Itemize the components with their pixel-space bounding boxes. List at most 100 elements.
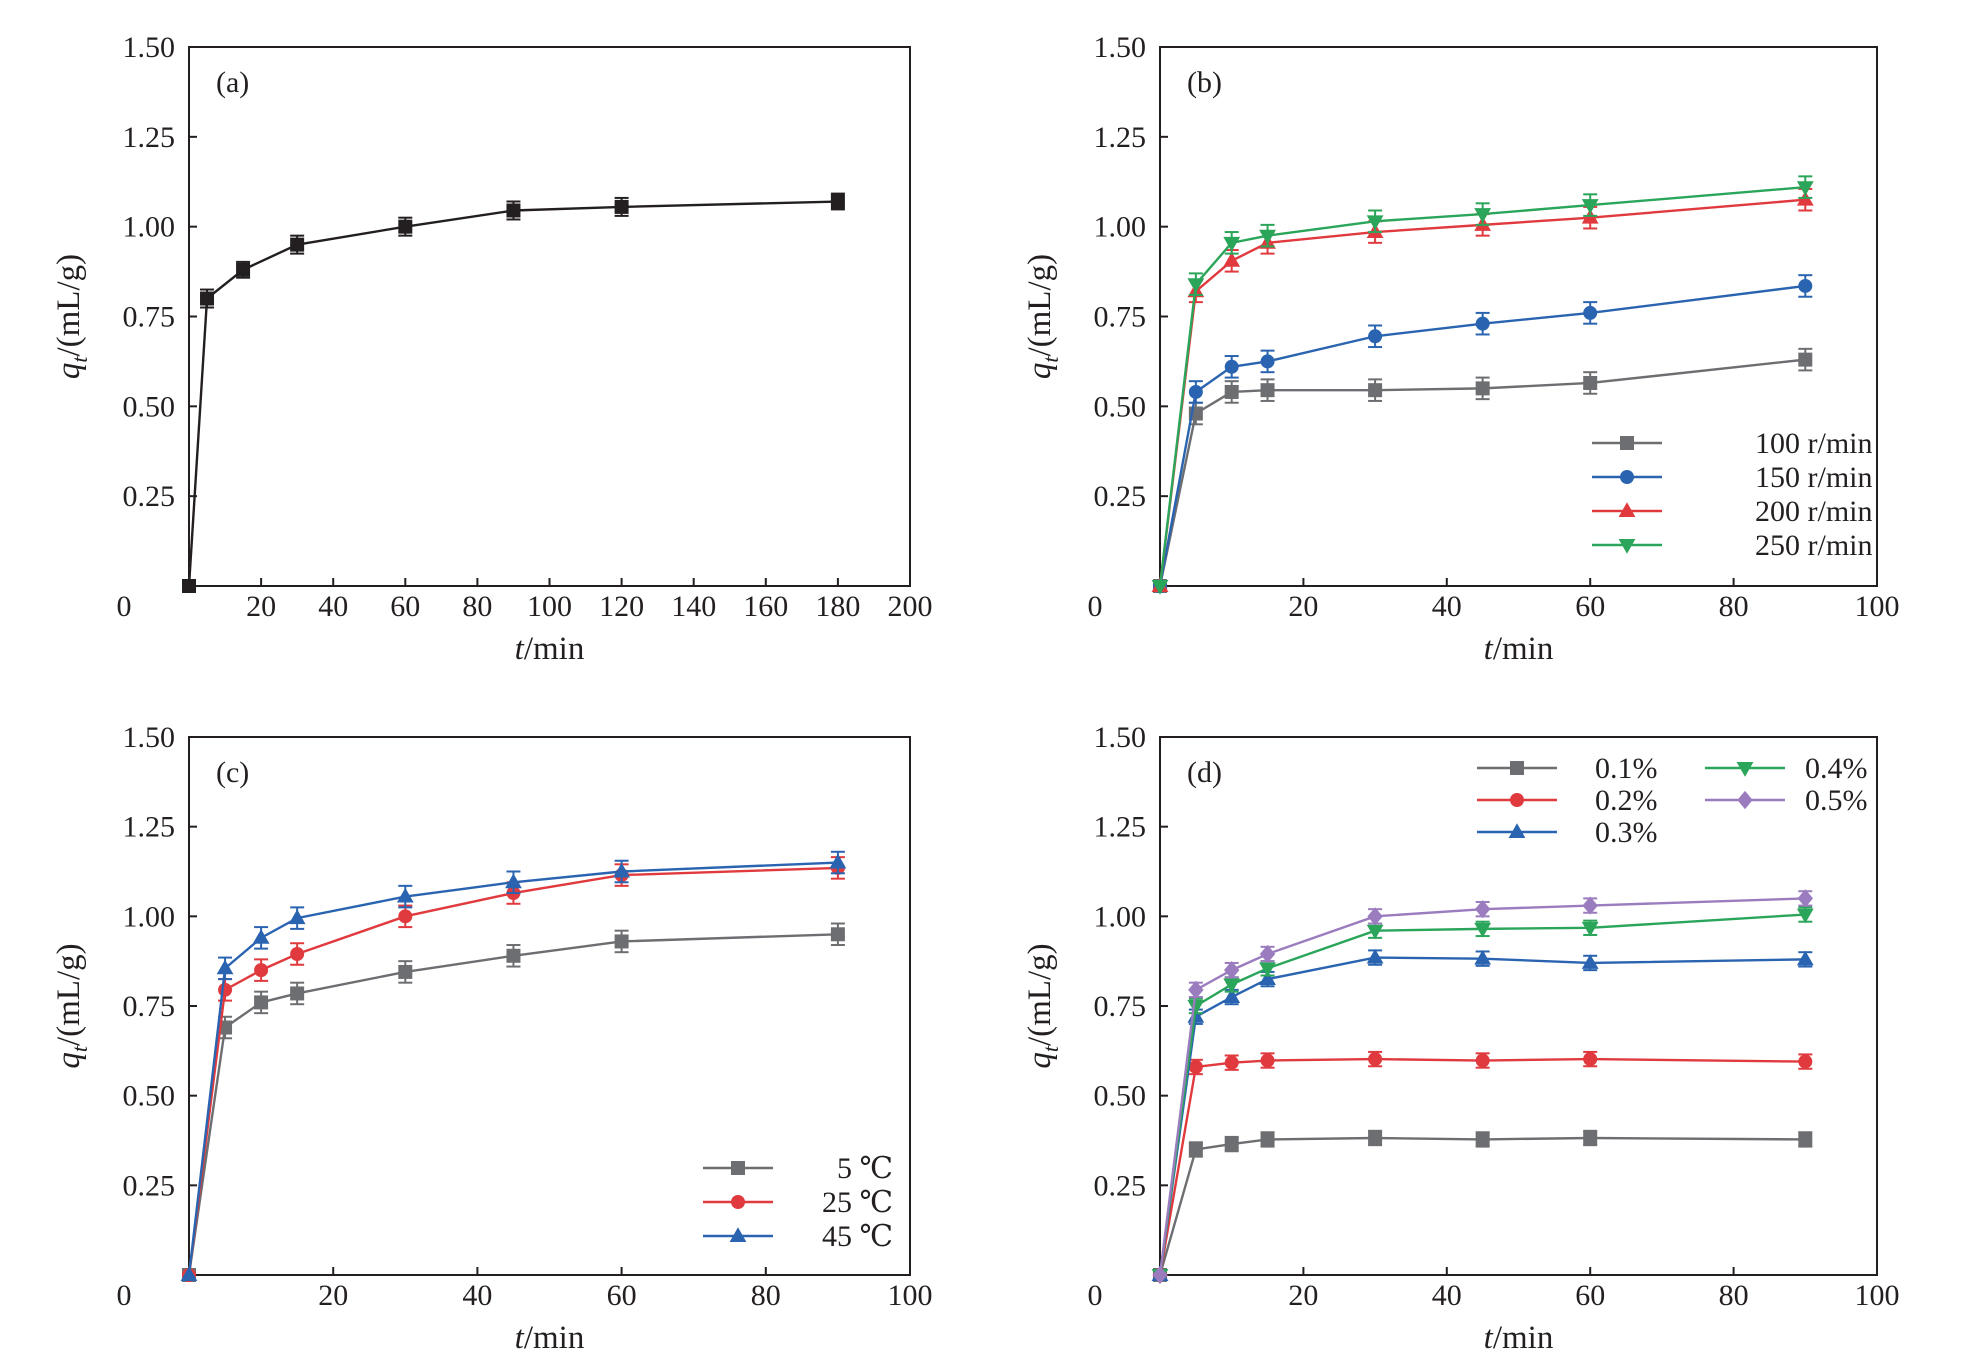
legend-item: 200 r/min bbox=[1592, 495, 1873, 528]
data-point bbox=[398, 909, 413, 924]
legend-label: 150 r/min bbox=[1755, 461, 1873, 494]
x-tick-label: 60 bbox=[390, 590, 420, 623]
series-line bbox=[1158, 897, 1806, 1276]
data-point bbox=[1224, 1055, 1239, 1070]
data-point bbox=[1583, 305, 1598, 320]
legend-marker bbox=[731, 1161, 745, 1175]
data-point bbox=[1474, 949, 1492, 965]
x-tick-label: 80 bbox=[1719, 590, 1749, 623]
series-2 bbox=[1153, 1050, 1813, 1282]
data-point bbox=[1796, 908, 1814, 924]
y-tick-label: 1.25 bbox=[1094, 121, 1147, 154]
x-tick-label: 60 bbox=[607, 1279, 637, 1312]
series-1 bbox=[1153, 347, 1813, 593]
y-tick-label: 1.00 bbox=[123, 900, 176, 933]
y-tick-label: 1.00 bbox=[123, 211, 176, 244]
series-4 bbox=[1151, 906, 1814, 1284]
legend: 0.1%0.2%0.3% 0.4%0.5% bbox=[1477, 752, 1868, 849]
data-point bbox=[1581, 199, 1599, 214]
legend-item: 0.3% bbox=[1477, 816, 1658, 849]
y-tick-label: 0.75 bbox=[123, 990, 176, 1023]
y-tick-label: 0.25 bbox=[1094, 1169, 1147, 1202]
data-point bbox=[614, 199, 629, 214]
legend-label: 0.5% bbox=[1805, 784, 1868, 817]
y-tick-label: 0.50 bbox=[123, 390, 176, 423]
legend-label: 0.3% bbox=[1595, 816, 1658, 849]
legend-marker bbox=[1618, 539, 1636, 554]
series-3 bbox=[180, 850, 847, 1281]
series-line bbox=[187, 200, 838, 587]
legend-marker bbox=[1508, 823, 1526, 838]
x-tick-label: 180 bbox=[815, 590, 860, 623]
legend-item: 25 ℃ bbox=[703, 1186, 893, 1219]
data-point bbox=[254, 963, 269, 978]
legend-marker bbox=[1620, 436, 1634, 450]
y-tick-label: 1.50 bbox=[1094, 721, 1147, 754]
y-tick-label: 0.25 bbox=[1094, 480, 1147, 513]
series-4 bbox=[1151, 175, 1814, 595]
panel-label: (b) bbox=[1187, 66, 1222, 99]
data-point bbox=[1260, 383, 1275, 398]
y-tick-label: 0.75 bbox=[1094, 990, 1147, 1023]
panel-2: 0 20 40 60 80 100 0.25 0.50 0.75 1.00 1.25 1.50 t/mi… bbox=[1022, 31, 1900, 667]
data-point bbox=[1798, 352, 1813, 367]
data-point bbox=[1224, 384, 1239, 399]
x-tick-label: 60 bbox=[1575, 1279, 1605, 1312]
data-point bbox=[1475, 1053, 1490, 1068]
data-point bbox=[1188, 1059, 1203, 1074]
legend-marker bbox=[1737, 790, 1753, 810]
data-point bbox=[1475, 1132, 1490, 1147]
panel-4: 0 20 40 60 80 100 0.25 0.50 0.75 1.00 1.25 1.50 t/mi… bbox=[1022, 721, 1900, 1356]
x-tick-label: 120 bbox=[599, 590, 644, 623]
data-point bbox=[1260, 1132, 1275, 1147]
data-point bbox=[254, 995, 269, 1010]
series-line bbox=[1158, 185, 1806, 587]
series-2 bbox=[182, 856, 845, 1282]
legend-item: 0.2% bbox=[1477, 784, 1658, 817]
panel-label: (d) bbox=[1187, 756, 1222, 789]
panel-label: (c) bbox=[216, 756, 249, 789]
data-point bbox=[1366, 948, 1384, 964]
x-axis-label: t/min bbox=[1484, 631, 1554, 667]
x-tick-label: 0 bbox=[117, 1279, 132, 1312]
legend-label: 25 ℃ bbox=[822, 1186, 893, 1219]
x-tick-label: 60 bbox=[1575, 590, 1605, 623]
data-point bbox=[1581, 921, 1599, 937]
x-tick-label: 80 bbox=[1719, 1279, 1749, 1312]
plot-frame bbox=[188, 736, 911, 1276]
y-tick-label: 1.50 bbox=[1094, 31, 1147, 64]
legend-item: 250 r/min bbox=[1592, 529, 1873, 562]
series-line bbox=[1158, 198, 1806, 587]
data-point bbox=[830, 927, 845, 942]
series-1 bbox=[182, 192, 845, 593]
data-point bbox=[1187, 1000, 1205, 1015]
y-axis-label: qt/(mL/g) bbox=[1022, 943, 1063, 1068]
y-axis-label: qt/(mL/g) bbox=[51, 254, 92, 379]
legend-label: 250 r/min bbox=[1755, 529, 1873, 562]
data-point bbox=[288, 909, 306, 925]
data-point bbox=[1583, 1052, 1598, 1067]
data-point bbox=[506, 203, 521, 218]
y-tick-label: 0.50 bbox=[1094, 1080, 1147, 1113]
data-point bbox=[1259, 962, 1276, 978]
x-tick-label: 100 bbox=[1855, 590, 1900, 623]
legend-marker bbox=[1620, 470, 1634, 484]
data-point bbox=[1152, 1265, 1168, 1285]
data-point bbox=[505, 873, 522, 889]
x-tick-label: 0 bbox=[1088, 590, 1103, 623]
data-point bbox=[396, 887, 414, 903]
panel-3: 0 20 40 60 80 100 0.25 0.50 0.75 1.00 1.25 1.50 t/mi… bbox=[51, 721, 933, 1356]
series-line bbox=[1158, 1136, 1806, 1276]
data-point bbox=[290, 986, 305, 1001]
legend-item: 150 r/min bbox=[1592, 461, 1873, 494]
x-tick-label: 100 bbox=[888, 1279, 933, 1312]
data-point bbox=[180, 1266, 198, 1281]
series-1 bbox=[1153, 1129, 1813, 1282]
series-line bbox=[187, 866, 838, 1276]
series-line bbox=[1158, 1057, 1806, 1276]
legend-item: 45 ℃ bbox=[703, 1220, 893, 1253]
data-point bbox=[1581, 954, 1599, 969]
legend-label: 100 r/min bbox=[1755, 427, 1873, 460]
